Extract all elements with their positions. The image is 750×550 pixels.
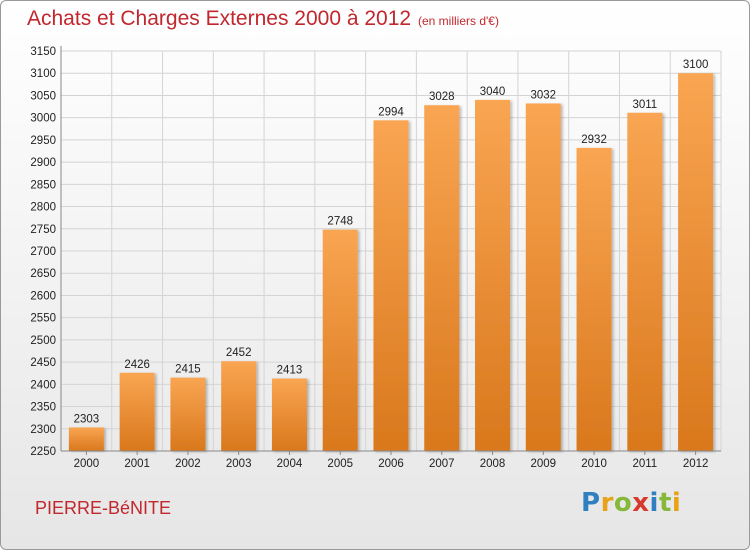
data-label: 3032 xyxy=(531,89,557,101)
y-tick-label: 2400 xyxy=(30,379,56,391)
bar-2008[interactable] xyxy=(475,99,511,451)
data-label: 3100 xyxy=(683,59,709,71)
chart-subtitle: (en milliers d'€) xyxy=(418,14,499,28)
data-label: 2415 xyxy=(175,364,201,376)
bar-2004[interactable] xyxy=(271,378,307,451)
data-label: 2932 xyxy=(581,134,607,146)
proxiti-logo[interactable]: Proxiti xyxy=(581,488,681,518)
y-tick-label: 2900 xyxy=(30,157,56,169)
x-tick-label: 2004 xyxy=(277,458,303,470)
logo-letter: o xyxy=(613,488,633,518)
y-tick-label: 2700 xyxy=(30,246,56,258)
y-tick-label: 3050 xyxy=(30,90,56,102)
x-tick-label: 2012 xyxy=(683,458,709,470)
bar-2001[interactable] xyxy=(119,372,155,451)
y-tick-label: 2300 xyxy=(30,424,56,436)
y-tick-label: 2350 xyxy=(30,402,56,414)
data-label: 2413 xyxy=(277,365,303,377)
x-tick-label: 2009 xyxy=(531,458,557,470)
data-label: 3011 xyxy=(632,99,657,111)
x-tick-label: 2002 xyxy=(175,458,201,470)
bar-2000[interactable] xyxy=(68,427,104,451)
bar-2005[interactable] xyxy=(322,229,358,451)
data-label: 3040 xyxy=(480,86,506,98)
data-label: 2426 xyxy=(124,359,150,371)
town-name: PIERRE-BéNITE xyxy=(35,498,172,518)
bar-2009[interactable] xyxy=(525,103,561,451)
y-tick-label: 2550 xyxy=(30,313,56,325)
y-tick-label: 2800 xyxy=(30,202,56,214)
x-tick-label: 2010 xyxy=(581,458,607,470)
bar-2007[interactable] xyxy=(424,105,460,451)
x-tick-label: 2008 xyxy=(480,458,506,470)
y-tick-label: 2500 xyxy=(30,335,56,347)
x-tick-label: 2001 xyxy=(124,458,150,470)
bar-2011[interactable] xyxy=(627,112,663,452)
bar-2010[interactable] xyxy=(576,147,612,451)
y-tick-label: 3100 xyxy=(30,68,56,80)
bar-2002[interactable] xyxy=(170,377,206,451)
x-tick-label: 2000 xyxy=(74,458,100,470)
y-tick-label: 2950 xyxy=(30,135,56,147)
logo-letter: x xyxy=(632,488,650,518)
x-tick-label: 2006 xyxy=(378,458,404,470)
y-tick-label: 2850 xyxy=(30,179,56,191)
data-label: 2994 xyxy=(378,106,404,118)
bar-2012[interactable] xyxy=(678,73,714,451)
bar-2003[interactable] xyxy=(221,361,257,451)
data-label: 2303 xyxy=(74,413,100,425)
y-tick-label: 3000 xyxy=(30,113,56,125)
x-tick-label: 2005 xyxy=(327,458,353,470)
logo-letter: i xyxy=(649,488,659,518)
y-tick-label: 3150 xyxy=(30,46,56,58)
logo-letter: t xyxy=(658,488,672,518)
x-tick-label: 2011 xyxy=(632,458,657,470)
data-label: 3028 xyxy=(429,91,455,103)
x-tick-label: 2007 xyxy=(429,458,455,470)
y-tick-label: 2600 xyxy=(30,290,56,302)
y-tick-label: 2450 xyxy=(30,357,56,369)
logo-letter: i xyxy=(671,488,682,518)
x-tick-label: 2003 xyxy=(226,458,252,470)
chart-title: Achats et Charges Externes 2000 à 2012 xyxy=(27,7,412,30)
y-tick-label: 2750 xyxy=(30,224,56,236)
y-tick-label: 2250 xyxy=(30,446,56,458)
logo-letter: P xyxy=(581,488,601,518)
y-tick-label: 2650 xyxy=(30,268,56,280)
data-label: 2748 xyxy=(327,216,353,228)
bar-2006[interactable] xyxy=(373,120,409,451)
data-label: 2452 xyxy=(226,347,252,359)
logo-letter: r xyxy=(600,488,614,518)
